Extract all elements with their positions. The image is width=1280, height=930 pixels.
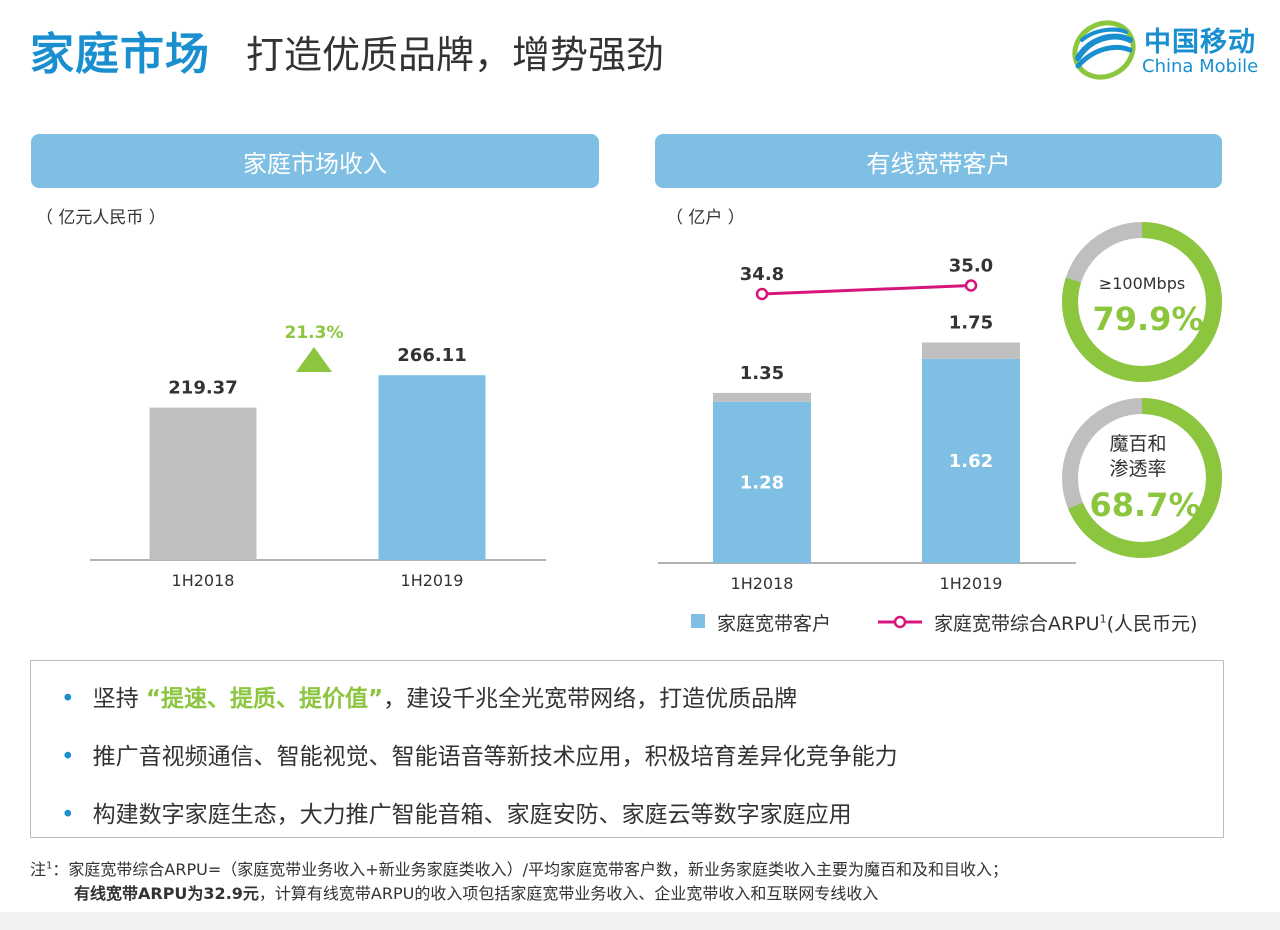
- footnote-text: ，计算有线宽带ARPU的收入项包括家庭宽带业务收入、企业宽带收入和互联网专线收入: [258, 884, 879, 903]
- footnote-line-1: 注1：家庭宽带综合ARPU=（家庭宽带业务收入+新业务家庭类收入）/平均家庭宽带…: [30, 856, 1008, 880]
- bullet-dot-icon: •: [61, 744, 75, 770]
- bullet-text: 推广音视频通信、智能视觉、智能语音等新技术应用，积极培育差异化竞争能力: [92, 744, 898, 770]
- bullet-text: ，建设千兆全光宽带网络，打造优质品牌: [383, 686, 798, 712]
- revenue-unit: （ 亿元人民币 ）: [36, 208, 166, 228]
- page-title: 家庭市场: [30, 29, 210, 80]
- donut-value: 68.7%: [1089, 486, 1200, 524]
- footnote-bold: 有线宽带ARPU为32.9元: [74, 884, 259, 903]
- donut-label: 渗透率: [1109, 458, 1166, 480]
- bullet-item: • 构建数字家庭生态，大力推广智能音箱、家庭安防、家庭云等数字家庭应用: [61, 795, 852, 829]
- bullet-text: 构建数字家庭生态，大力推广智能音箱、家庭安防、家庭云等数字家庭应用: [92, 802, 852, 828]
- donut-label: 魔百和: [1109, 433, 1166, 455]
- page-subtitle: 打造优质品牌，增势强劲: [246, 33, 665, 77]
- arpu-point: [755, 287, 769, 301]
- revenue-value-label: 266.11: [397, 345, 466, 366]
- bullet-dot-icon: •: [61, 686, 75, 712]
- footnote-sup: 1: [46, 860, 53, 872]
- broadband-bar-base-1h2018: [713, 401, 811, 563]
- revenue-bar-1h2019: [378, 375, 486, 560]
- footnote-prefix: 注: [30, 860, 47, 879]
- broadband-chart: 1.28 1.62 1.35 1.75 1H2018 1H2019 34.8 3…: [658, 256, 1076, 593]
- arpu-value-label: 34.8: [740, 264, 784, 285]
- legend-bar-swatch: [691, 614, 705, 628]
- logo-text-cn: 中国移动: [1144, 27, 1256, 58]
- broadband-bar-top-1h2019: [922, 342, 1020, 359]
- broadband-unit: （ 亿户 ）: [666, 208, 745, 228]
- broadband-category-label: 1H2019: [940, 574, 1003, 593]
- arpu-value-label: 35.0: [949, 256, 993, 277]
- donut-fill: [1062, 222, 1222, 382]
- legend-line-suffix: (人民币元): [1106, 613, 1198, 635]
- legend-line-name: 家庭宽带综合ARPU: [934, 613, 1100, 635]
- broadband-bar-top-1h2018: [713, 392, 811, 402]
- revenue-category-label: 1H2018: [172, 571, 235, 590]
- footer-strip: [0, 912, 1280, 930]
- revenue-panel-header: 家庭市场收入: [31, 134, 599, 188]
- bullet-item: • 坚持 “提速、提质、提价值”，建设千兆全光宽带网络，打造优质品牌: [61, 679, 797, 713]
- legend-line-swatch-icon: [878, 615, 922, 629]
- footnote-text: ：家庭宽带综合ARPU=（家庭宽带业务收入+新业务家庭类收入）/平均家庭宽带客户…: [52, 860, 1009, 879]
- revenue-value-label: 219.37: [168, 378, 237, 399]
- legend-line-sup: 1: [1099, 612, 1107, 626]
- broadband-inner-label: 1.28: [740, 472, 784, 493]
- broadband-bar-base-1h2019: [922, 358, 1020, 563]
- donut-mbh-penetration: 魔百和 渗透率 68.7%: [1062, 398, 1222, 558]
- logo-text-en: China Mobile: [1142, 56, 1259, 77]
- broadband-total-label: 1.75: [949, 313, 993, 334]
- donut-value: 79.9%: [1092, 300, 1203, 338]
- donut-fill: [1062, 398, 1222, 558]
- legend-line-label: 家庭宽带综合ARPU1(人民币元): [934, 609, 1197, 636]
- key-points-box: • 坚持 “提速、提质、提价值”，建设千兆全光宽带网络，打造优质品牌 • 推广音视频…: [30, 660, 1224, 838]
- growth-label: 21.3%: [285, 323, 344, 343]
- broadband-total-label: 1.35: [740, 363, 784, 384]
- revenue-bar-1h2018: [149, 407, 257, 560]
- donut-label: ≥100Mbps: [1099, 274, 1185, 293]
- bullet-dot-icon: •: [61, 802, 75, 828]
- bullet-item: • 推广音视频通信、智能视觉、智能语音等新技术应用，积极培育差异化竞争能力: [61, 737, 898, 771]
- bullet-text: 坚持: [92, 686, 146, 712]
- china-mobile-logo-icon: [1072, 20, 1136, 80]
- legend-bar-label: 家庭宽带客户: [717, 613, 832, 635]
- bullet-highlight: “提速、提质、提价值”: [145, 686, 384, 712]
- arpu-point: [964, 279, 978, 292]
- broadband-inner-label: 1.62: [949, 451, 993, 472]
- donut-100mbps: ≥100Mbps 79.9%: [1062, 222, 1222, 382]
- revenue-chart: 219.37 266.11 1H2018 1H2019 21.3%: [90, 323, 546, 590]
- footnote-line-2: 有线宽带ARPU为32.9元，计算有线宽带ARPU的收入项包括家庭宽带业务收入、…: [74, 880, 878, 904]
- broadband-category-label: 1H2018: [731, 574, 794, 593]
- revenue-category-label: 1H2019: [401, 571, 464, 590]
- growth-up-arrow-icon: [296, 347, 332, 372]
- arpu-line: [761, 284, 972, 296]
- broadband-panel-header: 有线宽带客户: [655, 134, 1222, 188]
